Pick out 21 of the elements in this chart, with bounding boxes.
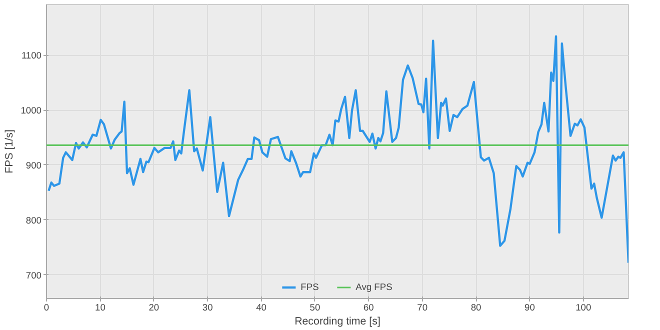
y-tick-label: 900 [26,160,42,170]
y-tick-label: 700 [26,270,42,280]
x-tick-label: 10 [95,302,106,312]
x-axis-title: Recording time [s] [294,316,380,328]
y-tick-label: 800 [26,215,42,226]
x-tick-label: 80 [470,302,482,312]
y-tick-label: 1000 [20,106,42,116]
y-tick-label: 1100 [21,50,42,61]
x-tick-label: 70 [417,302,428,312]
x-tick-label: 50 [310,302,320,312]
legend-label: Avg FPS [356,282,392,292]
legend-label: FPS [300,282,320,292]
x-tick-label: 0 [44,302,50,312]
x-tick-label: 20 [148,302,160,312]
y-axis-title: FPS [1/s] [4,130,16,174]
x-tick-label: 40 [256,302,266,312]
line-series [48,35,628,264]
x-tick-label: 100 [576,302,592,312]
x-tick-label: 60 [363,302,374,312]
x-tick-label: 30 [202,302,213,312]
x-tick-label: 90 [524,302,535,312]
